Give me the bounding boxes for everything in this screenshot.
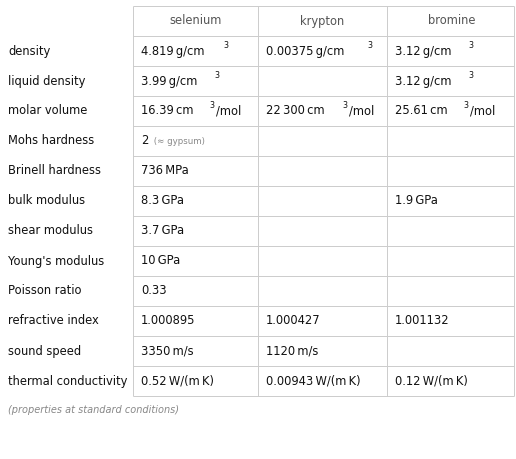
Text: 22 300 cm: 22 300 cm — [266, 105, 325, 118]
Text: /mol: /mol — [470, 105, 495, 118]
Text: density: density — [8, 45, 50, 57]
Text: 16.39 cm: 16.39 cm — [141, 105, 194, 118]
Text: 3: 3 — [214, 71, 219, 79]
Text: krypton: krypton — [300, 15, 345, 28]
Text: (≈ gypsum): (≈ gypsum) — [151, 136, 204, 146]
Text: 3: 3 — [342, 101, 347, 110]
Text: 8.3 GPa: 8.3 GPa — [141, 195, 184, 207]
Text: Mohs hardness: Mohs hardness — [8, 134, 94, 147]
Text: 3.12 g/cm: 3.12 g/cm — [395, 45, 452, 57]
Text: /mol: /mol — [349, 105, 374, 118]
Text: 3: 3 — [469, 71, 473, 79]
Text: /mol: /mol — [216, 105, 241, 118]
Text: 1120 m/s: 1120 m/s — [266, 345, 318, 358]
Text: 3.7 GPa: 3.7 GPa — [141, 224, 184, 237]
Text: 3: 3 — [223, 40, 229, 50]
Text: 3: 3 — [368, 40, 373, 50]
Text: 10 GPa: 10 GPa — [141, 254, 180, 268]
Text: 0.12 W/(m K): 0.12 W/(m K) — [395, 375, 468, 387]
Text: 2: 2 — [141, 134, 149, 147]
Text: liquid density: liquid density — [8, 74, 85, 88]
Text: sound speed: sound speed — [8, 345, 81, 358]
Text: Brinell hardness: Brinell hardness — [8, 164, 101, 178]
Text: 0.00943 W/(m K): 0.00943 W/(m K) — [266, 375, 361, 387]
Text: 1.000895: 1.000895 — [141, 314, 196, 328]
Text: shear modulus: shear modulus — [8, 224, 93, 237]
Text: 0.52 W/(m K): 0.52 W/(m K) — [141, 375, 214, 387]
Text: Poisson ratio: Poisson ratio — [8, 285, 82, 297]
Text: 3.12 g/cm: 3.12 g/cm — [395, 74, 452, 88]
Text: bromine: bromine — [428, 15, 475, 28]
Text: 3350 m/s: 3350 m/s — [141, 345, 194, 358]
Text: 0.33: 0.33 — [141, 285, 167, 297]
Text: 0.00375 g/cm: 0.00375 g/cm — [266, 45, 344, 57]
Text: 25.61 cm: 25.61 cm — [395, 105, 447, 118]
Text: 736 MPa: 736 MPa — [141, 164, 189, 178]
Text: molar volume: molar volume — [8, 105, 87, 118]
Text: Young's modulus: Young's modulus — [8, 254, 104, 268]
Text: refractive index: refractive index — [8, 314, 99, 328]
Text: 3: 3 — [463, 101, 469, 110]
Text: 1.000427: 1.000427 — [266, 314, 320, 328]
Text: 3.99 g/cm: 3.99 g/cm — [141, 74, 198, 88]
Text: bulk modulus: bulk modulus — [8, 195, 85, 207]
Text: 1.9 GPa: 1.9 GPa — [395, 195, 438, 207]
Text: 3: 3 — [209, 101, 214, 110]
Text: (properties at standard conditions): (properties at standard conditions) — [8, 405, 179, 415]
Text: selenium: selenium — [169, 15, 222, 28]
Text: 1.001132: 1.001132 — [395, 314, 449, 328]
Text: thermal conductivity: thermal conductivity — [8, 375, 127, 387]
Text: 3: 3 — [469, 40, 473, 50]
Text: 4.819 g/cm: 4.819 g/cm — [141, 45, 204, 57]
